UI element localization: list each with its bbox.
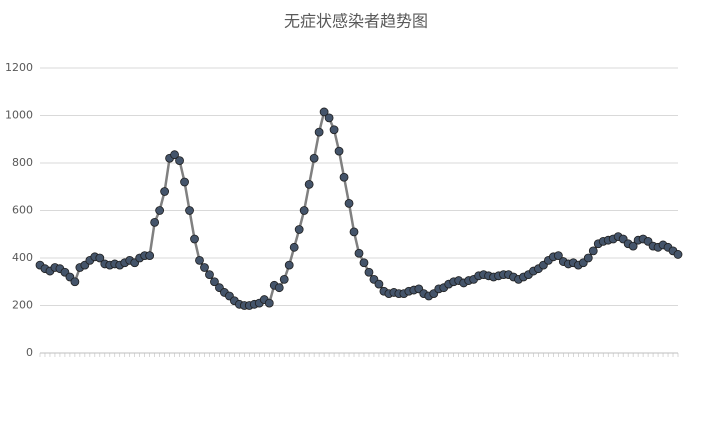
data-point [673, 250, 683, 259]
data-point [299, 206, 309, 215]
data-point [180, 177, 189, 187]
data-point [70, 277, 80, 287]
data-point [354, 248, 364, 258]
y-tick-label: 1200 [5, 61, 33, 74]
data-point [309, 153, 319, 163]
data-point [583, 253, 593, 263]
data-point [314, 127, 324, 137]
data-point [200, 263, 209, 272]
data-point [588, 246, 598, 256]
data-point [279, 274, 289, 284]
data-point [364, 267, 374, 277]
data-point [553, 251, 563, 261]
data-point [324, 113, 334, 123]
y-tick-label: 0 [26, 346, 33, 359]
data-point [628, 241, 638, 251]
data-point [329, 125, 339, 135]
data-point [264, 298, 274, 308]
data-point [205, 270, 214, 280]
data-point [334, 146, 344, 156]
data-point [160, 187, 170, 196]
data-point [274, 283, 284, 293]
data-point [195, 255, 204, 265]
data-point [359, 258, 369, 268]
data-point [190, 234, 199, 244]
data-point [304, 179, 314, 189]
chart-title: 无症状感染者趋势图 [284, 12, 428, 31]
data-point [344, 198, 354, 208]
y-tick-label: 400 [12, 251, 33, 264]
data-point [185, 206, 194, 215]
data-point [289, 242, 299, 252]
y-tick-label: 200 [12, 299, 33, 312]
data-point [349, 227, 359, 237]
data-point [170, 150, 179, 160]
data-point [150, 217, 160, 227]
data-point [95, 253, 105, 263]
data-point [319, 107, 329, 117]
data-point [374, 279, 384, 289]
data-point [155, 206, 165, 215]
data-point [175, 156, 184, 166]
data-point [339, 172, 349, 182]
y-tick-label: 600 [12, 204, 33, 217]
data-point [284, 260, 294, 270]
y-tick-label: 1000 [5, 109, 33, 122]
data-point [145, 251, 155, 261]
y-tick-label: 800 [12, 156, 33, 169]
data-point [210, 277, 219, 287]
data-point [294, 225, 304, 234]
